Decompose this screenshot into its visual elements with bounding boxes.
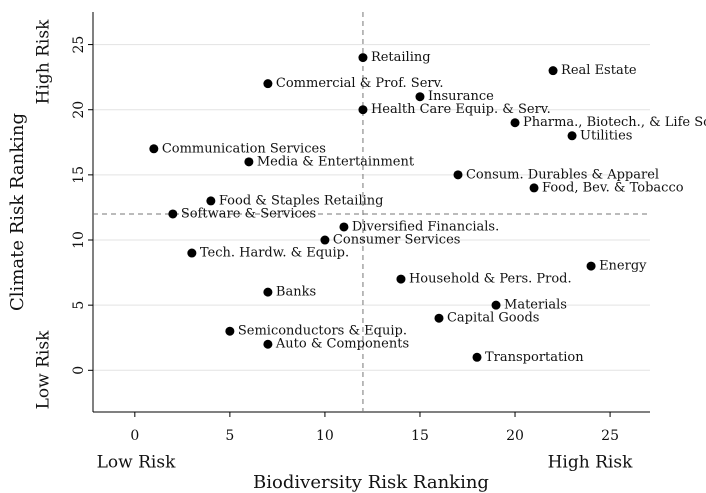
x-tick-label: 25	[601, 428, 619, 444]
point-label: Commercial & Prof. Serv.	[276, 76, 444, 91]
point-label: Energy	[599, 259, 647, 274]
point	[149, 144, 159, 154]
x-low-label: Low Risk	[97, 453, 176, 473]
point	[263, 79, 273, 89]
x-tick-label: 5	[225, 428, 234, 444]
x-axis-label: Biodiversity Risk Ranking	[253, 472, 489, 493]
point	[187, 248, 197, 258]
point-label: Tech. Hardw. & Equip.	[200, 246, 349, 261]
point-label: Retailing	[371, 50, 431, 65]
point	[396, 274, 406, 284]
y-axis-label: Climate Risk Ranking	[7, 113, 28, 311]
point-label: Food, Bev. & Tobacco	[542, 180, 684, 195]
point-label: Auto & Components	[275, 337, 409, 352]
y-tick-label: 10	[71, 231, 87, 249]
point-label: Consumer Services	[333, 233, 461, 248]
point	[548, 66, 558, 76]
y-tick-label: 20	[71, 101, 87, 119]
point	[510, 118, 520, 128]
point-label: Food & Staples Retailing	[219, 193, 384, 208]
point-label: Transportation	[485, 350, 584, 365]
point-label: Semiconductors & Equip.	[238, 324, 407, 339]
point-label: Health Care Equip. & Serv.	[371, 102, 551, 117]
point-label: Utilities	[580, 128, 632, 143]
point	[491, 300, 501, 310]
point	[263, 287, 273, 297]
y-high-label: High Risk	[34, 19, 54, 104]
point	[358, 105, 368, 115]
point	[529, 183, 539, 193]
point-label: Real Estate	[561, 63, 637, 78]
x-tick-label: 15	[411, 428, 429, 444]
point-label: Communication Services	[162, 141, 326, 156]
y-tick-label: 5	[71, 301, 87, 310]
y-tick-label: 0	[71, 366, 87, 375]
y-tick-label: 15	[71, 166, 87, 184]
point	[263, 339, 273, 349]
x-tick-label: 0	[130, 428, 139, 444]
point-label: Media & Entertainment	[257, 154, 415, 169]
point-label: Capital Goods	[447, 311, 539, 326]
point	[567, 131, 577, 141]
point	[434, 313, 444, 323]
point	[586, 261, 596, 271]
x-tick-label: 10	[316, 428, 334, 444]
point-label: Diversified Financials.	[352, 219, 499, 234]
point-label: Pharma., Biotech., & Life Sc.	[523, 115, 706, 130]
point	[244, 157, 254, 167]
point	[206, 196, 216, 206]
x-high-label: High Risk	[548, 453, 633, 473]
point	[225, 326, 235, 336]
point-label: Household & Pers. Prod.	[409, 272, 572, 287]
point	[320, 235, 330, 245]
point-label: Banks	[276, 285, 316, 300]
point	[339, 222, 349, 232]
point	[358, 53, 368, 63]
y-low-label: Low Risk	[34, 330, 54, 409]
point	[415, 92, 425, 102]
point-label: Insurance	[428, 89, 494, 104]
point-label: Materials	[504, 298, 567, 313]
y-tick-label: 25	[71, 36, 87, 54]
point	[453, 170, 463, 180]
point	[168, 209, 178, 219]
point	[472, 352, 482, 362]
point-label: Software & Services	[181, 206, 316, 221]
point-label: Consum. Durables & Apparel	[466, 167, 659, 182]
x-tick-label: 20	[506, 428, 524, 444]
